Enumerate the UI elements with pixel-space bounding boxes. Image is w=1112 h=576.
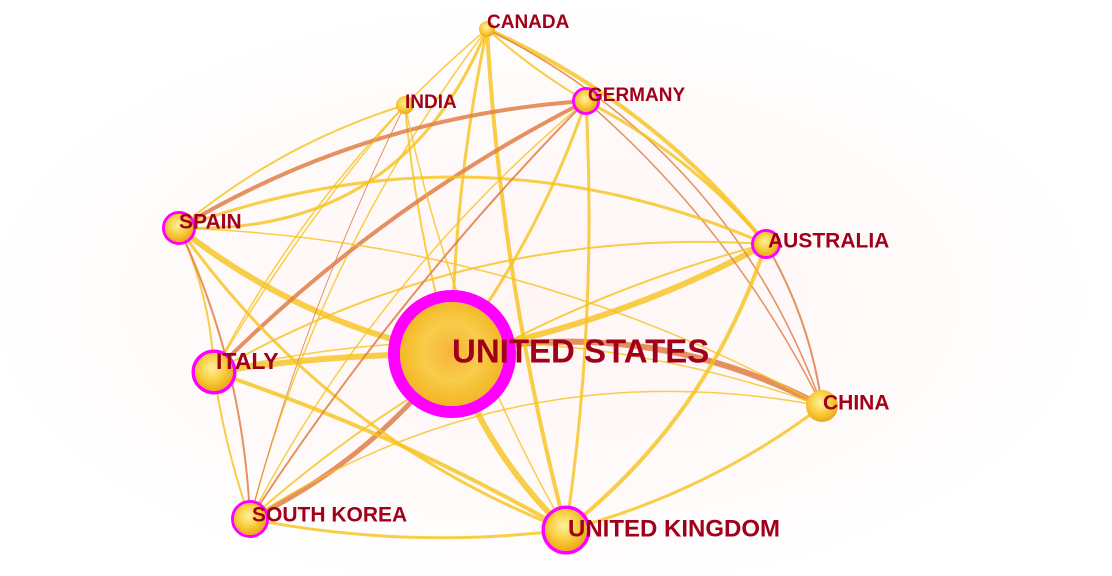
label-spain: SPAIN <box>179 211 242 234</box>
centrality-ring-south-korea <box>231 500 269 538</box>
edge-italy-australia <box>213 240 767 373</box>
label-china: CHINA <box>823 392 890 415</box>
centrality-ring-germany <box>572 87 600 115</box>
edge-germany-australia <box>584 99 768 246</box>
edge-germany-uk <box>564 99 591 532</box>
label-india: INDIA <box>405 92 457 113</box>
label-south-korea: SOUTH KOREA <box>252 504 407 527</box>
label-layer: UNITED STATES UNITED KINGDOM CANADA INDIA GE… <box>179 12 890 542</box>
label-usa: UNITED STATES <box>452 333 709 370</box>
node-spain <box>162 211 196 245</box>
edge-layer <box>176 27 825 540</box>
node-canada <box>479 21 495 37</box>
node-circle-china <box>806 390 838 422</box>
node-circle-italy <box>195 353 233 391</box>
node-circle-india <box>396 96 414 114</box>
node-india <box>396 96 414 114</box>
label-germany: GERMANY <box>588 85 685 106</box>
edge-spain-china <box>178 227 823 407</box>
edge-south_korea-germany <box>249 100 587 520</box>
edge-south_korea-uk <box>248 517 568 540</box>
edge-spain-australia <box>177 175 768 246</box>
edge-india-italy <box>213 104 406 373</box>
edge-australia-uk <box>564 242 768 532</box>
node-circle-canada <box>479 21 495 37</box>
edge-india-south_korea <box>249 104 406 520</box>
node-layer <box>162 21 838 555</box>
node-italy <box>191 349 237 395</box>
node-circle-australia <box>754 232 778 256</box>
node-circle-usa <box>400 302 504 406</box>
node-circle-south-korea <box>234 503 266 535</box>
edge-germany-south_korea <box>249 100 587 520</box>
centrality-ring-usa <box>388 290 516 418</box>
edge-canada-china <box>486 28 823 407</box>
edge-italy-china <box>213 341 823 407</box>
edge-spain-uk <box>177 226 568 532</box>
node-circle-germany <box>575 90 597 112</box>
node-circle-uk <box>545 509 587 551</box>
edge-china-uk <box>564 404 824 532</box>
edge-china-south_korea <box>249 390 823 520</box>
edge-italy-south_korea <box>213 371 251 520</box>
label-australia: AUSTRALIA <box>768 230 889 253</box>
node-uk <box>541 505 591 555</box>
node-australia <box>751 229 781 259</box>
centrality-ring-australia <box>751 229 781 259</box>
label-uk: UNITED KINGDOM <box>568 515 780 542</box>
centrality-ring-italy <box>191 349 237 395</box>
edge-canada-australia <box>485 27 768 246</box>
centrality-ring-uk <box>541 505 591 555</box>
edge-canada-spain <box>177 27 489 230</box>
edge-australia-china <box>765 243 823 407</box>
node-germany <box>572 87 600 115</box>
edge-india-spain <box>178 104 406 229</box>
node-china <box>806 390 838 422</box>
node-circle-spain <box>165 214 193 242</box>
centrality-ring-spain <box>162 211 196 245</box>
label-italy: ITALY <box>216 348 279 374</box>
edge-canada-uk <box>485 27 568 532</box>
label-canada: CANADA <box>487 12 570 33</box>
edge-canada-germany <box>486 28 587 102</box>
node-south-korea <box>231 500 269 538</box>
edge-italy-uk <box>212 370 568 532</box>
node-usa <box>388 290 516 418</box>
